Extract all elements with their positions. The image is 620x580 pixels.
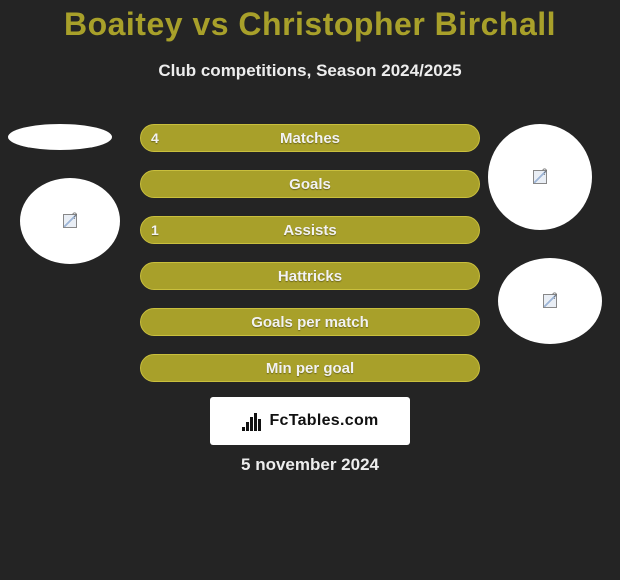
player-b-avatar-2 — [498, 258, 602, 344]
date-label: 5 november 2024 — [0, 455, 620, 475]
player-a-avatar-1 — [8, 124, 112, 150]
stat-bar-label: Matches — [141, 125, 479, 151]
vs-label: vs — [192, 6, 229, 42]
stat-bar-label: Assists — [141, 217, 479, 243]
stat-bar-label: Min per goal — [141, 355, 479, 381]
image-placeholder-icon — [533, 170, 547, 184]
stat-bar: Goals — [140, 170, 480, 198]
fctables-label: FcTables.com — [269, 412, 378, 430]
stat-bar-label: Hattricks — [141, 263, 479, 289]
player-b-avatar-1 — [488, 124, 592, 230]
stat-bar: Min per goal — [140, 354, 480, 382]
subtitle: Club competitions, Season 2024/2025 — [0, 61, 620, 81]
comparison-infographic: Boaitey vs Christopher Birchall Club com… — [0, 0, 620, 580]
stat-bar-value-left: 4 — [151, 125, 159, 151]
stat-bar: Matches4 — [140, 124, 480, 152]
player-a-avatar-2 — [20, 178, 120, 264]
stat-bar: Hattricks — [140, 262, 480, 290]
stat-bar: Goals per match — [140, 308, 480, 336]
stat-bar-label: Goals — [141, 171, 479, 197]
stat-bars: Matches4 Goals Assists1 Hattricks Goals per … — [140, 124, 480, 400]
page-title: Boaitey vs Christopher Birchall — [0, 0, 620, 43]
stat-bar: Assists1 — [140, 216, 480, 244]
stat-bar-value-left: 1 — [151, 217, 159, 243]
player-b-name: Christopher Birchall — [238, 6, 556, 42]
player-a-name: Boaitey — [64, 6, 183, 42]
stat-bar-label: Goals per match — [141, 309, 479, 335]
image-placeholder-icon — [63, 214, 77, 228]
image-placeholder-icon — [543, 294, 557, 308]
fctables-badge: FcTables.com — [210, 397, 410, 445]
bar-chart-icon — [241, 411, 263, 431]
